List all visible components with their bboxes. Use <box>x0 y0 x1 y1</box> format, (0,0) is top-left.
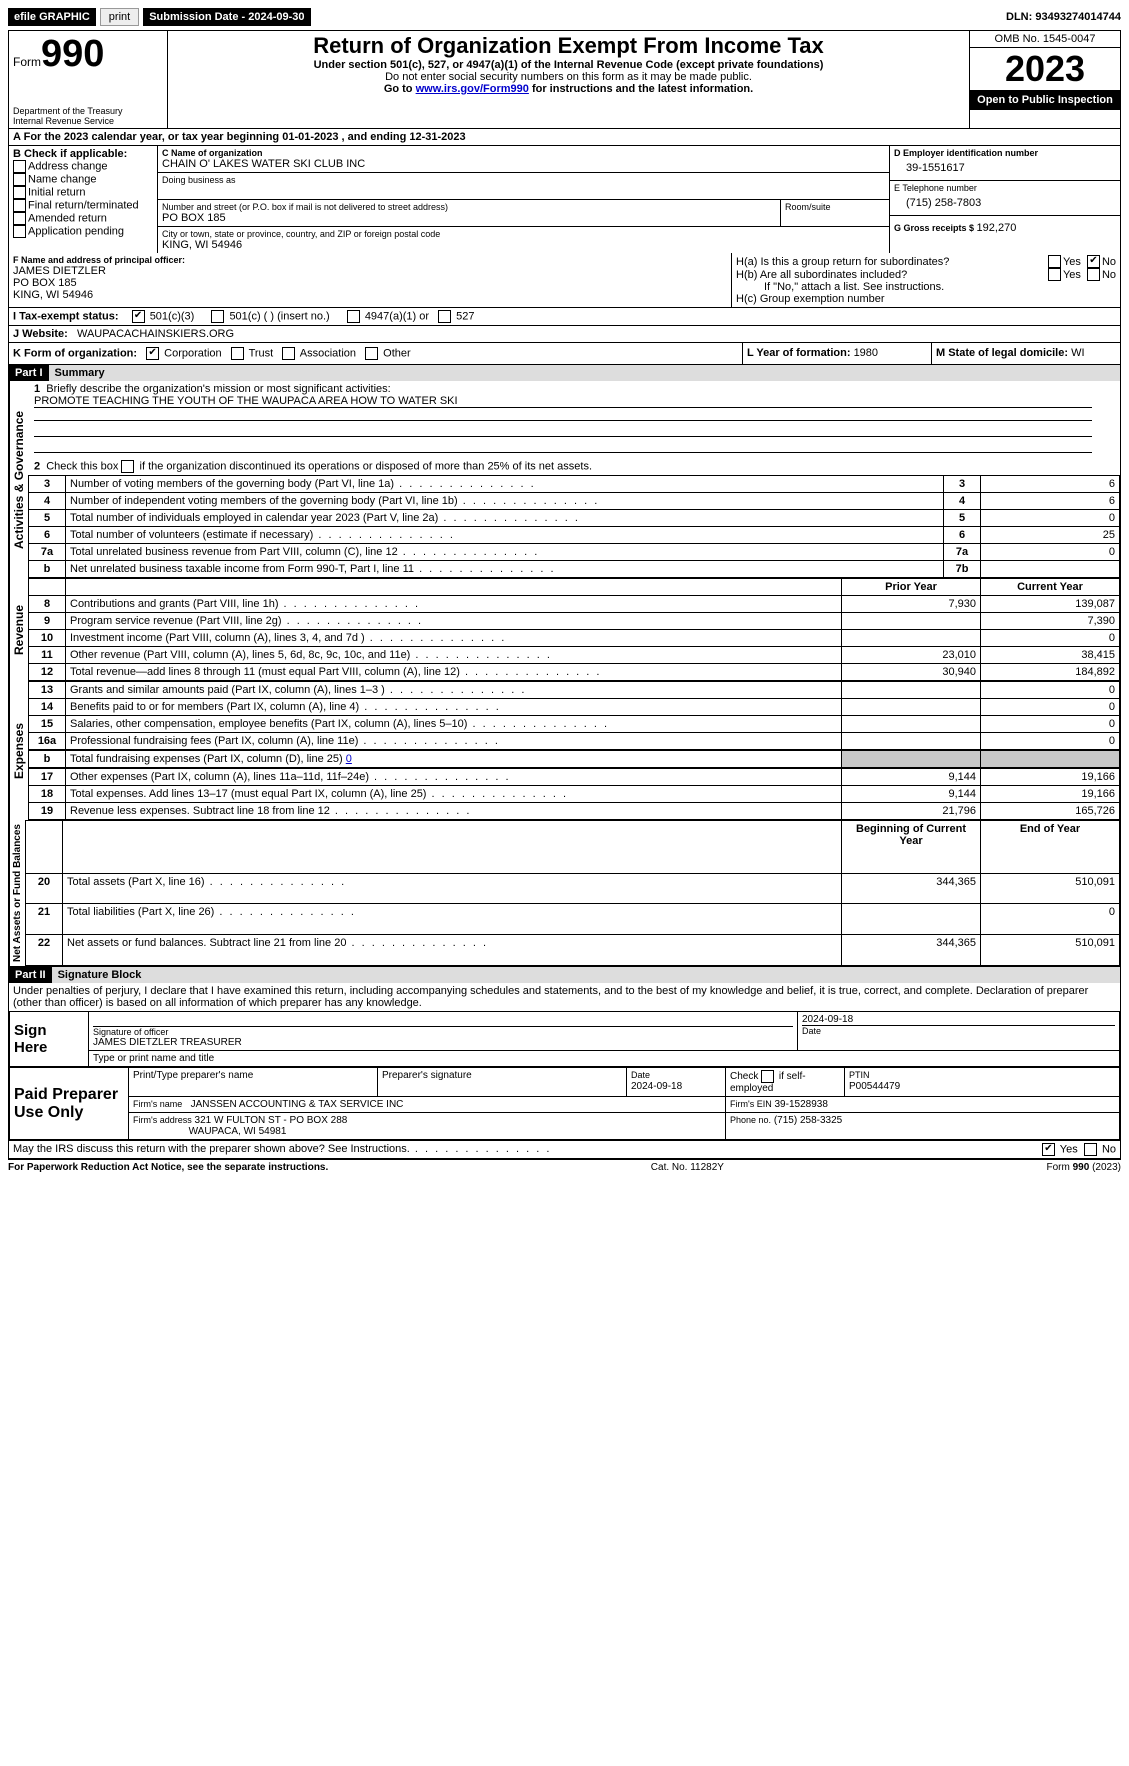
discuss-row: May the IRS discuss this return with the… <box>9 1141 1121 1159</box>
perjury: Under penalties of perjury, I declare th… <box>9 983 1121 1011</box>
expenses-table-1: 13Grants and similar amounts paid (Part … <box>28 681 1120 750</box>
section-C: C Name of organization CHAIN O' LAKES WA… <box>158 146 890 253</box>
vlabel-exp: Expenses <box>9 681 28 820</box>
expenses-table-2: 17Other expenses (Part IX, column (A), l… <box>28 768 1120 820</box>
I-4947[interactable] <box>347 310 360 323</box>
firm-addr2: WAUPACA, WI 54981 <box>189 1126 287 1137</box>
vlabel-gov: Activities & Governance <box>9 381 28 578</box>
vlabel-rev: Revenue <box>9 578 28 681</box>
line16b-link[interactable]: 0 <box>346 753 352 765</box>
K-trust[interactable] <box>231 347 244 360</box>
section-F: F Name and address of principal officer:… <box>9 253 732 307</box>
line-M: M State of legal domicile: WI <box>932 343 1120 364</box>
form-990: Form990 Department of the Treasury Inter… <box>8 30 1121 1159</box>
sign-here-block: Sign Here Signature of officer JAMES DIE… <box>9 1011 1120 1067</box>
line-I: I Tax-exempt status: 501(c)(3) 501(c) ( … <box>9 308 1121 326</box>
gross-receipts: 192,270 <box>977 222 1017 234</box>
K-corp[interactable] <box>146 347 159 360</box>
section-DEG: D Employer identification number 39-1551… <box>890 146 1120 253</box>
part1-title: Summary <box>49 365 1120 381</box>
form-number: 990 <box>41 33 104 75</box>
prep-date: 2024-09-18 <box>631 1081 682 1092</box>
net-assets-table: Beginning of Current YearEnd of Year20To… <box>25 820 1120 966</box>
Hb-no[interactable] <box>1087 268 1100 281</box>
submission-date-label: Submission Date - 2024-09-30 <box>143 8 310 26</box>
firm-ein: 39-1528938 <box>775 1099 828 1110</box>
mission: PROMOTE TEACHING THE YOUTH OF THE WAUPAC… <box>34 395 1092 408</box>
checkbox-name-change[interactable] <box>13 173 26 186</box>
officer-name: JAMES DIETZLER TREASURER <box>93 1037 793 1048</box>
line-A: A For the 2023 calendar year, or tax yea… <box>9 129 1121 146</box>
self-employed-checkbox[interactable] <box>761 1070 774 1083</box>
line2-checkbox[interactable] <box>121 460 134 473</box>
org-name: CHAIN O' LAKES WATER SKI CLUB INC <box>162 158 885 170</box>
dept: Department of the Treasury Internal Reve… <box>13 106 163 126</box>
website: WAUPACACHAINSKIERS.ORG <box>77 328 234 340</box>
omb-number: OMB No. 1545-0047 <box>970 31 1120 48</box>
part2-header: Part II <box>9 967 52 983</box>
firm-phone: (715) 258-3325 <box>774 1115 842 1126</box>
subtitle-3: Go to www.irs.gov/Form990 for instructio… <box>172 83 965 95</box>
checkbox-final-return[interactable] <box>13 199 26 212</box>
revenue-table: Prior YearCurrent Year8Contributions and… <box>28 578 1120 681</box>
street: PO BOX 185 <box>162 212 776 224</box>
irs-link[interactable]: www.irs.gov/Form990 <box>416 83 529 95</box>
checkbox-amended[interactable] <box>13 212 26 225</box>
discuss-yes[interactable] <box>1042 1143 1055 1156</box>
K-assoc[interactable] <box>282 347 295 360</box>
toolbar: efile GRAPHIC print Submission Date - 20… <box>8 8 1121 26</box>
Ha-yes[interactable] <box>1048 255 1061 268</box>
line-J: J Website: WAUPACACHAINSKIERS.ORG <box>9 326 1121 343</box>
K-other[interactable] <box>365 347 378 360</box>
paid-preparer-block: Paid Preparer Use Only Print/Type prepar… <box>9 1067 1120 1140</box>
gov-table: 3Number of voting members of the governi… <box>28 475 1120 578</box>
form-word: Form <box>13 55 41 69</box>
part2-title: Signature Block <box>52 967 1120 983</box>
firm-addr1: 321 W FULTON ST - PO BOX 288 <box>195 1115 348 1126</box>
tax-year: 2023 <box>970 48 1120 90</box>
open-to-public: Open to Public Inspection <box>970 90 1120 110</box>
I-501c3[interactable] <box>132 310 145 323</box>
subtitle-2: Do not enter social security numbers on … <box>172 71 965 83</box>
city-state-zip: KING, WI 54946 <box>162 239 885 251</box>
line-K: K Form of organization: Corporation Trus… <box>9 343 743 364</box>
line-L: L Year of formation: 1980 <box>743 343 932 364</box>
checkbox-address-change[interactable] <box>13 160 26 173</box>
sign-date: 2024-09-18 <box>802 1014 1115 1026</box>
checkbox-app-pending[interactable] <box>13 225 26 238</box>
ptin: P00544479 <box>849 1081 900 1092</box>
I-501c[interactable] <box>211 310 224 323</box>
dln: DLN: 93493274014744 <box>1006 11 1121 23</box>
efile-badge: efile GRAPHIC <box>8 8 96 26</box>
ein: 39-1551617 <box>894 158 1116 178</box>
phone: (715) 258-7803 <box>894 193 1116 213</box>
print-button[interactable]: print <box>100 8 139 26</box>
discuss-no[interactable] <box>1084 1143 1097 1156</box>
footer: For Paperwork Reduction Act Notice, see … <box>8 1159 1121 1173</box>
section-H: H(a) Is this a group return for subordin… <box>732 253 1120 307</box>
firm-name: JANSSEN ACCOUNTING & TAX SERVICE INC <box>191 1099 404 1110</box>
Ha-no[interactable] <box>1087 255 1100 268</box>
Hb-yes[interactable] <box>1048 268 1061 281</box>
form-title: Return of Organization Exempt From Incom… <box>172 33 965 59</box>
I-527[interactable] <box>438 310 451 323</box>
part1-header: Part I <box>9 365 49 381</box>
subtitle-1: Under section 501(c), 527, or 4947(a)(1)… <box>172 59 965 71</box>
vlabel-net: Net Assets or Fund Balances <box>9 820 25 966</box>
checkbox-initial-return[interactable] <box>13 186 26 199</box>
section-B: B Check if applicable: Address change Na… <box>9 146 158 253</box>
line-16b: Total fundraising expenses (Part IX, col… <box>66 751 842 768</box>
